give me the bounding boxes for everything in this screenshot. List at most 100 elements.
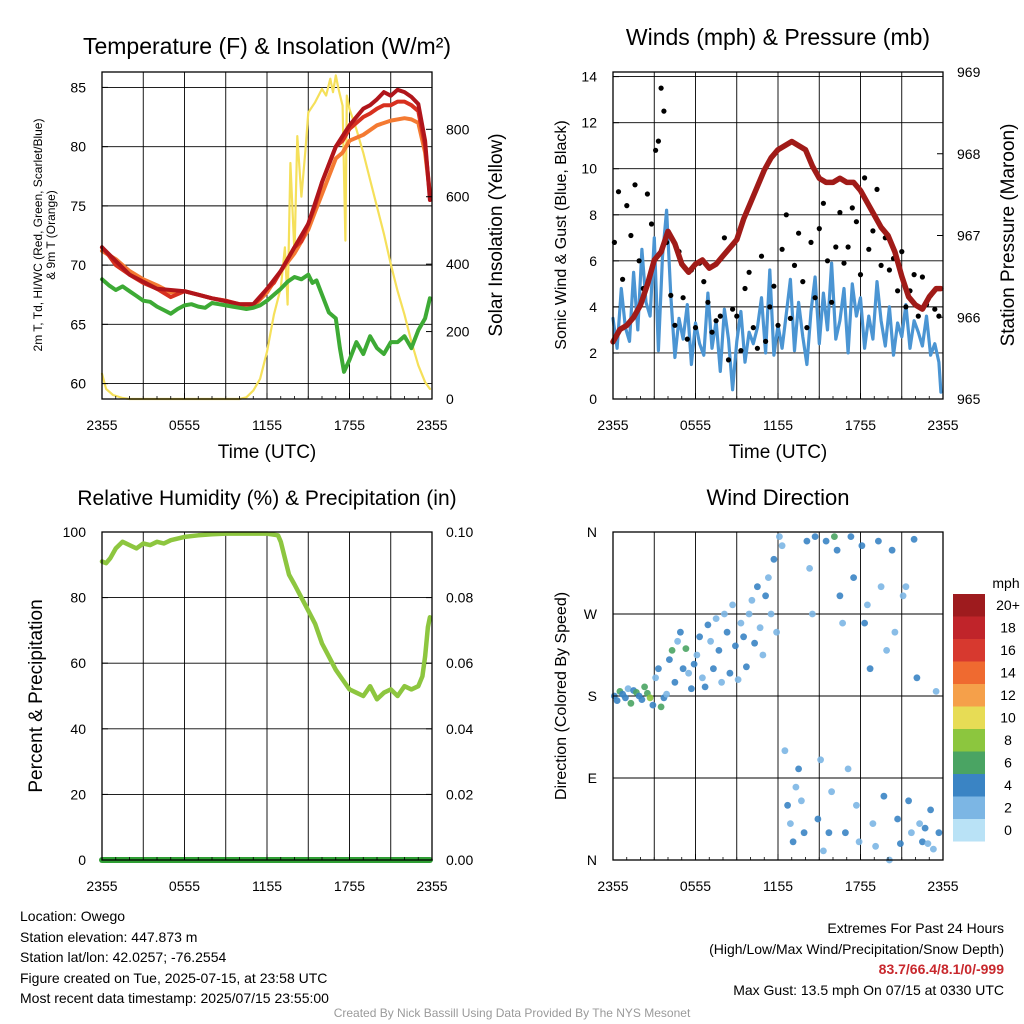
gust-point <box>911 272 917 278</box>
y-tick-label: N <box>587 524 597 540</box>
temperature-series <box>100 74 432 401</box>
y2-tick-label: 969 <box>957 64 981 80</box>
wind-direction-point <box>853 801 860 809</box>
y2-tick-label: 0.02 <box>446 786 473 802</box>
x-tick-label: 1155 <box>763 417 793 433</box>
wind-direction-point <box>751 639 758 647</box>
x-tick-label: 1155 <box>763 878 793 894</box>
colorbar-label: 14 <box>1000 665 1016 681</box>
y2-tick-label: 0 <box>446 391 454 407</box>
gust-point <box>734 313 740 319</box>
relative-humidity-line <box>99 531 433 702</box>
wind-direction-point <box>822 537 830 545</box>
wind-direction-point <box>737 619 745 627</box>
gust-point <box>717 313 723 319</box>
y-tick-label: 14 <box>581 69 597 85</box>
hi_wc-series-line <box>100 87 432 307</box>
wind-direction-point <box>831 533 838 540</box>
gust-point <box>771 283 777 289</box>
wind-direction-point <box>690 660 698 668</box>
y-tick-label: 4 <box>589 299 597 315</box>
max-gust: Max Gust: 13.5 mph On 07/15 at 0330 UTC <box>733 981 1004 998</box>
wind-direction-point <box>649 701 657 709</box>
wind-y-label: Sonic Wind & Gust (Blue, Black) <box>553 120 570 349</box>
y-tick-label: 65 <box>70 316 86 332</box>
gust-point <box>866 246 872 252</box>
wind-direction-point <box>778 542 786 550</box>
y2-tick-label: 967 <box>957 228 981 244</box>
y2-tick-label: 0.08 <box>446 590 473 606</box>
wind-direction-point <box>696 633 703 641</box>
gust-point <box>725 357 732 363</box>
gust-point <box>644 191 651 197</box>
wind-direction-point <box>850 574 857 581</box>
wind-direction-point <box>710 665 717 673</box>
colorbar-label: 8 <box>1004 732 1012 748</box>
wind-direction-point <box>905 797 912 805</box>
y2-tick-label: 968 <box>957 146 981 162</box>
gust-point <box>829 299 835 305</box>
wind-direction-point <box>734 676 742 683</box>
wind-direction-point <box>740 633 747 641</box>
gust-point <box>932 306 938 312</box>
gust-point <box>709 329 715 335</box>
wind-direction-point <box>875 537 882 545</box>
insolation-y-label: Solar Insolation (Yellow) <box>486 133 507 336</box>
gust-point <box>849 205 855 211</box>
wind-direction-point <box>894 815 901 823</box>
x-tick-label: 1755 <box>334 417 365 433</box>
wind-direction-point <box>773 628 780 636</box>
gust-point <box>758 253 765 259</box>
t2m-series-line <box>100 99 432 307</box>
colorbar-swatch <box>953 706 985 729</box>
wind-direction-point <box>809 610 816 618</box>
y-tick-label: E <box>588 770 597 786</box>
gust-point <box>837 209 843 216</box>
wind-direction-point <box>613 697 621 704</box>
wind-direction-point <box>913 674 921 682</box>
wind-direction-point <box>663 690 670 698</box>
y-tick-label: 60 <box>70 655 86 671</box>
wind-direction-point <box>820 847 827 855</box>
x-tick-label: 1755 <box>845 417 876 433</box>
wind-direction-point <box>872 842 879 850</box>
y2-tick-label: 966 <box>957 309 981 325</box>
colorbar-label: 18 <box>1000 620 1016 636</box>
gust-point <box>615 189 622 195</box>
wind-direction-point <box>726 669 734 677</box>
wind-direction-point <box>770 555 778 563</box>
gust-point <box>800 279 806 285</box>
colorbar-label: 0 <box>1004 822 1012 838</box>
temperature-y-label-line2: & 9m T (Orange) <box>44 190 58 280</box>
figure-created: Figure created on Tue, 2025-07-15, at 23… <box>20 969 328 986</box>
gust-point <box>705 299 711 305</box>
y-tick-label: 20 <box>70 786 86 802</box>
wind-direction-point <box>723 628 731 636</box>
gust-point <box>936 313 942 319</box>
wind-direction-point <box>806 565 813 572</box>
y-tick-label: 75 <box>70 198 86 214</box>
station-elevation: Station elevation: 447.873 m <box>20 928 198 945</box>
wind-direction-point <box>707 637 714 645</box>
y-tick-label: 100 <box>63 524 87 540</box>
gust-point <box>791 262 798 268</box>
gust-point <box>750 325 756 331</box>
y-tick-label: 0 <box>78 852 86 868</box>
wind-direction-point <box>800 829 808 837</box>
wind-direction-point <box>842 829 849 837</box>
x-tick-label: 2355 <box>416 878 447 894</box>
colorbar-swatch <box>953 796 985 819</box>
direction-series <box>611 533 943 864</box>
colorbar-swatch <box>953 639 985 662</box>
colorbar-swatch <box>953 819 985 842</box>
direction-panel: Wind Direction 2355 0555 1155 1755 2355NESWN… <box>553 485 1020 894</box>
td-series-line <box>100 272 432 374</box>
colorbar-title: mph <box>992 575 1019 591</box>
pressure-line <box>610 138 944 345</box>
humidity-panel: Relative Humidity (%) & Precipitation (i… <box>26 487 473 894</box>
wind-direction-point <box>866 665 874 673</box>
wind-direction-point <box>745 610 753 618</box>
wind-direction-point <box>666 656 673 663</box>
gust-point <box>730 306 736 312</box>
